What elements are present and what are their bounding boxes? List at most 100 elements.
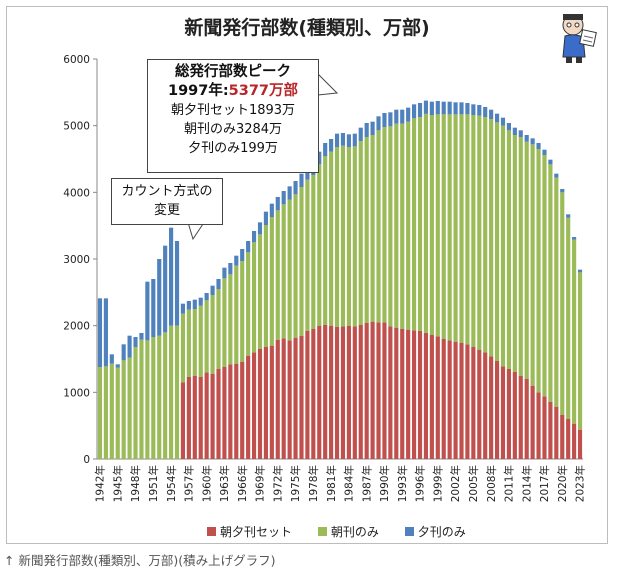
x-tick-label: 1954年 [165,465,178,502]
bar-morning-2001 [447,114,452,341]
x-tick-label: 1963年 [218,465,231,502]
bar-morning-2009 [494,122,500,361]
bar-evening-1974 [287,186,292,200]
bar-morning-1952 [157,335,162,459]
bar-evening-1996 [417,103,423,117]
x-tick-label: 1948年 [129,465,142,502]
bar-evening-1993 [400,109,405,124]
bar-evening-1968 [251,231,257,243]
bar-morning-1945 [115,367,120,459]
bar-morning-1951 [151,337,156,459]
bar-set-1989 [376,322,381,459]
bar-evening-2010 [500,117,506,126]
x-tick-label: 1969年 [254,465,267,502]
bar-set-2006 [477,349,482,459]
legend-item-morning: 朝刊のみ [317,523,379,540]
bar-set-1996 [417,331,423,459]
bar-morning-1953 [163,332,168,459]
bar-morning-1991 [388,126,393,327]
method-change-line1: カウント方式の [121,184,213,199]
bar-set-2015 [530,385,535,459]
bar-evening-1946 [121,344,126,361]
bar-set-2005 [471,347,476,459]
bar-morning-1971 [269,217,274,346]
bar-set-1979 [317,325,322,459]
x-tick-label: 2008年 [485,465,498,502]
legend-swatch-morning [317,527,327,536]
x-tick-label: 1945年 [111,465,124,502]
x-tick-label: 1993年 [396,465,409,502]
bar-evening-1943 [103,298,108,367]
bar-morning-1976 [299,187,304,336]
bar-evening-2023 [577,269,583,273]
bar-set-2021 [566,419,571,459]
bar-morning-1981 [329,151,334,326]
x-tick-label: 2014年 [520,465,533,502]
bar-evening-1965 [234,255,239,266]
bar-morning-1955 [174,325,180,459]
bar-evening-1990 [382,113,387,127]
peak-callout-tail [316,72,339,96]
bar-morning-1961 [210,295,215,374]
peak-callout-title: 総発行部数ピーク [175,64,291,80]
bar-morning-1994 [406,121,411,330]
bar-evening-1972 [275,197,280,211]
bar-set-1983 [340,326,346,459]
bar-evening-2013 [518,130,523,137]
bar-evening-2008 [489,109,494,119]
bar-morning-2018 [548,164,553,402]
bar-evening-2001 [447,101,452,115]
bar-evening-1964 [228,263,233,275]
bar-morning-1974 [287,199,292,341]
bar-set-2003 [459,343,464,459]
bar-morning-2019 [554,177,559,407]
bar-evening-2022 [572,237,577,240]
bar-morning-1967 [246,252,251,356]
bar-morning-1978 [311,175,316,329]
method-change-line2: 変更 [153,203,180,218]
bar-morning-1973 [281,204,286,339]
bar-morning-1963 [222,278,227,367]
bar-morning-1943 [103,366,108,459]
bar-set-1997 [423,332,429,459]
bar-morning-1979 [317,164,322,326]
bar-evening-1973 [281,191,286,205]
bar-set-1982 [334,327,340,459]
x-tick-label: 2005年 [467,465,480,502]
bar-evening-2017 [542,149,547,155]
bar-morning-1956 [180,313,186,383]
bar-morning-2012 [512,135,517,372]
bar-morning-2006 [477,115,482,350]
bar-morning-2004 [465,114,470,345]
bar-evening-1997 [423,100,429,114]
bar-morning-1958 [192,309,197,376]
bar-morning-1944 [109,363,114,459]
bar-morning-1998 [429,115,434,335]
bar-morning-1946 [121,360,126,459]
bar-set-2012 [512,371,517,459]
bar-evening-2007 [483,107,488,117]
bar-set-1990 [382,322,387,459]
bar-evening-1987 [364,123,369,137]
x-tick-label: 1984年 [343,465,356,502]
bar-evening-1999 [435,101,440,115]
bar-evening-1985 [352,133,357,147]
bar-set-1959 [198,377,203,459]
bar-evening-1942 [97,298,103,367]
bar-evening-1989 [376,116,381,131]
bar-morning-1983 [340,145,346,327]
bar-set-2018 [548,401,553,459]
legend-label-morning: 朝刊のみ [330,525,379,539]
peak-callout-year: 1997年: [167,83,229,99]
bar-evening-1992 [394,109,399,124]
bar-morning-1996 [417,117,423,331]
bar-set-2013 [518,375,523,459]
bar-morning-2014 [524,141,529,379]
bar-morning-1959 [198,305,203,377]
chart-frame: 新聞発行部数(種類別、万部) 0 1000 2000 3000 4000 5000 6000… [6,6,608,544]
bar-evening-1953 [163,245,168,333]
bar-evening-1963 [222,267,227,279]
x-tick-label: 1957年 [183,465,196,502]
bar-morning-1987 [364,137,369,323]
bar-set-1965 [234,363,239,459]
